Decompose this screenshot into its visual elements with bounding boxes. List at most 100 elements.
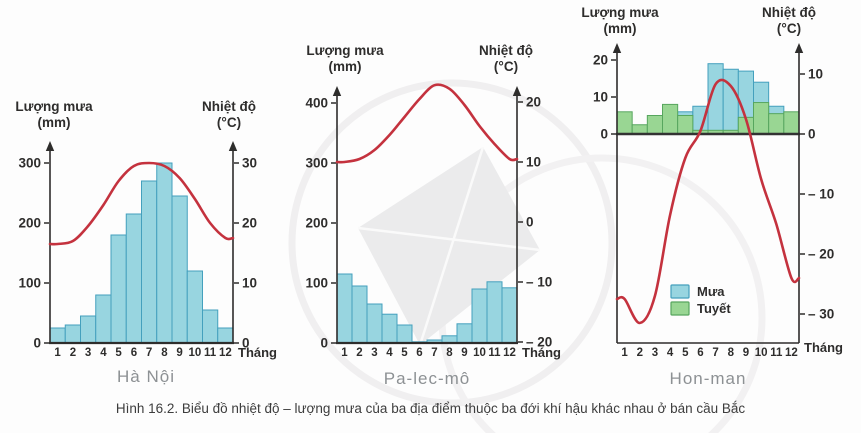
month-label-8: 8 [446,347,453,359]
rain-bar-m11 [486,281,503,344]
month-label-11: 11 [770,347,783,359]
rain-bar-m5 [110,234,127,344]
month-label-1: 1 [54,347,61,359]
precip-tick-label: 10 [593,90,608,105]
precip-axis-header: Lượng mưa (mm) [15,99,92,131]
precip-tick-label: 20 [593,53,608,68]
watermark-circle [288,79,616,407]
snow-bar-m5 [677,115,694,135]
watermark [288,79,766,433]
rain-bar-m2 [351,285,368,344]
chart-title-pa-lec-mo: Pa-lec-mô [383,369,471,388]
month-label-9: 9 [461,347,467,359]
month-label-11: 11 [488,347,501,359]
rain-bar-m7 [141,180,158,344]
rain-bar-m12 [217,327,234,344]
rain-bar-m10 [471,288,488,344]
month-label-2: 2 [70,347,76,359]
temp-tick-label: 10 [242,276,257,291]
rain-bar-m3 [366,303,383,344]
precip-tick-label: 0 [320,336,328,351]
precip-axis-header: Lượng mưa (mm) [581,5,658,37]
temp-axis-label: Nhiệt độ [202,99,256,114]
month-label-12: 12 [219,347,232,359]
temp-tick-label: – 20 [526,335,552,350]
month-label-7: 7 [431,347,437,359]
month-label-10: 10 [189,347,202,359]
chart-title-hon-man: Hon-man [669,369,747,388]
precip-tick-label: 100 [18,276,41,291]
precip-tick-label: 300 [305,156,328,171]
rain-bar-m1 [336,273,353,344]
precip-tick-label: 0 [33,336,41,351]
temp-axis-header: Nhiệt độ (°C) [762,5,816,37]
month-label-2: 2 [356,347,362,359]
rain-bar-m9 [171,195,188,344]
snow-bar-m3 [646,115,664,135]
rain-bar-m1 [49,327,66,344]
watermark-kite-spar [357,226,541,252]
month-label-7: 7 [712,347,718,359]
temp-tick-label: 20 [526,95,541,110]
temp-axis-arrow-icon [512,86,522,96]
temp-tick-label: – 10 [808,187,834,202]
chart-title-ha-noi: Hà Nội [117,367,175,386]
temp-tick-label: – 20 [808,247,834,262]
temp-axis-label: Nhiệt độ [762,5,816,20]
rain-bar-m4 [381,313,398,344]
temp-tick-label: 0 [242,336,250,351]
month-label-4: 4 [667,347,674,359]
precip-axis-header: Lượng mưa (mm) [306,43,383,75]
legend-snow-label: Tuyết [697,301,731,316]
rain-bar-m10 [186,270,203,344]
watermark-kite [358,147,540,345]
precip-axis-unit: (mm) [603,21,637,36]
snow-bar-m1 [616,111,633,135]
month-label-11: 11 [204,347,217,359]
month-label-6: 6 [697,347,703,359]
month-label-7: 7 [146,347,152,359]
precip-tick-label: 200 [18,216,41,231]
rain-bar-m5 [396,324,413,344]
temp-curve [335,83,519,164]
figure-caption: Hình 16.2. Biểu đồ nhiệt độ – lượng mưa … [115,401,746,416]
month-label-10: 10 [473,347,486,359]
rain-bar-m8 [722,68,739,135]
precip-axis-label: Lượng mưa [15,99,93,114]
temp-axis-header: Nhiệt độ (°C) [479,43,533,75]
temp-tick-label: 10 [526,155,541,170]
snow-bar-m12 [783,111,800,135]
month-label-6: 6 [131,347,137,359]
month-label-5: 5 [401,347,408,359]
temp-axis-arrow-icon [794,43,804,53]
month-label-8: 8 [161,347,168,359]
temp-curve [615,78,801,325]
legend-rain-swatch [670,284,690,299]
month-label-8: 8 [728,347,735,359]
precip-axis-unit: (mm) [328,59,362,74]
month-label-2: 2 [637,347,643,359]
month-label-5: 5 [682,347,689,359]
temp-tick-label: 30 [242,156,257,171]
month-label-12: 12 [785,347,798,359]
month-label-4: 4 [100,347,107,359]
temp-tick-label: – 10 [526,275,552,290]
x-axis-title: Tháng [804,340,843,355]
month-label-9: 9 [176,347,182,359]
snow-bar-m4 [662,103,679,135]
precip-axis-label: Lượng mưa [581,5,659,20]
month-label-4: 4 [386,347,393,359]
temp-curve [48,161,235,246]
temp-tick-label: 0 [526,215,534,230]
precip-axis-arrow-icon [45,141,55,151]
temp-tick-label: 10 [808,67,823,82]
rain-bar-m9 [456,323,473,344]
legend-rain-label: Mưa [697,284,725,299]
precip-axis-arrow-icon [332,86,342,96]
rain-bar-m11 [202,309,219,344]
month-label-3: 3 [371,347,377,359]
precip-tick-label: 400 [305,96,328,111]
rain-bar-m12 [501,287,518,344]
